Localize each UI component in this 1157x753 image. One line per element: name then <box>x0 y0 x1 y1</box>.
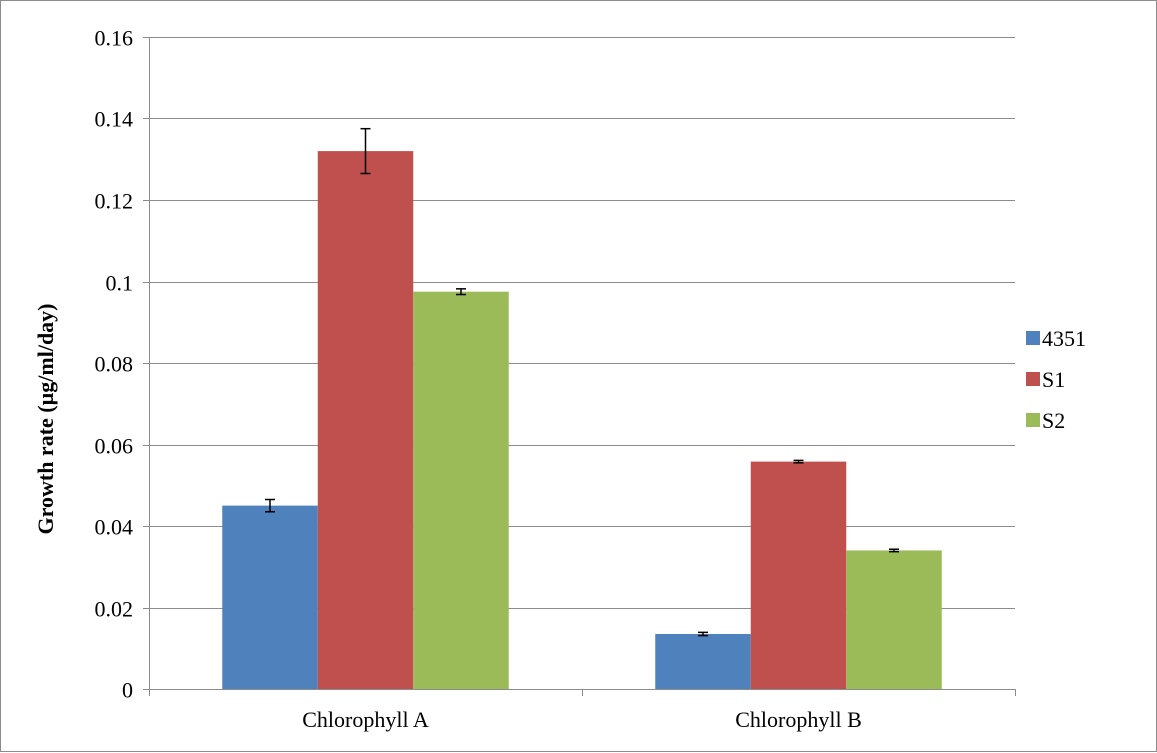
legend-swatch <box>1026 413 1040 427</box>
y-tick-label: 0.04 <box>95 515 134 540</box>
y-tick-label: 0.08 <box>95 352 134 377</box>
legend-label: 4351 <box>1042 326 1086 351</box>
y-tick-label: 0 <box>122 678 133 703</box>
axes <box>143 37 1016 696</box>
x-category-label: Chlorophyll B <box>735 707 862 732</box>
y-tick-label: 0.06 <box>95 434 134 459</box>
y-axis-label: Growth rate (µg/ml/day) <box>33 303 58 534</box>
y-tick-label: 0.14 <box>95 107 134 132</box>
y-tick-label: 0.16 <box>95 26 134 51</box>
y-tick-label: 0.02 <box>95 597 134 622</box>
bar <box>655 633 751 689</box>
legend-swatch <box>1026 331 1040 345</box>
bar <box>222 505 318 689</box>
error-bars <box>265 127 899 637</box>
legend-swatch <box>1026 372 1040 386</box>
bars <box>222 151 942 690</box>
bar <box>846 550 942 689</box>
y-tick-label: 0.12 <box>95 189 134 214</box>
bar <box>750 461 847 689</box>
y-tick-label: 0.1 <box>106 271 134 296</box>
legend-label: S2 <box>1042 408 1065 433</box>
legend: 4351 S1 S2 <box>1026 326 1086 433</box>
x-category-labels: Chlorophyll A Chlorophyll B <box>302 707 862 732</box>
y-tick-labels: 0 0.02 0.04 0.06 0.08 0.1 0.12 0.14 0.16 <box>95 26 134 703</box>
bar <box>413 291 509 689</box>
legend-label: S1 <box>1042 367 1065 392</box>
x-category-label: Chlorophyll A <box>302 707 429 732</box>
bar <box>317 151 414 690</box>
